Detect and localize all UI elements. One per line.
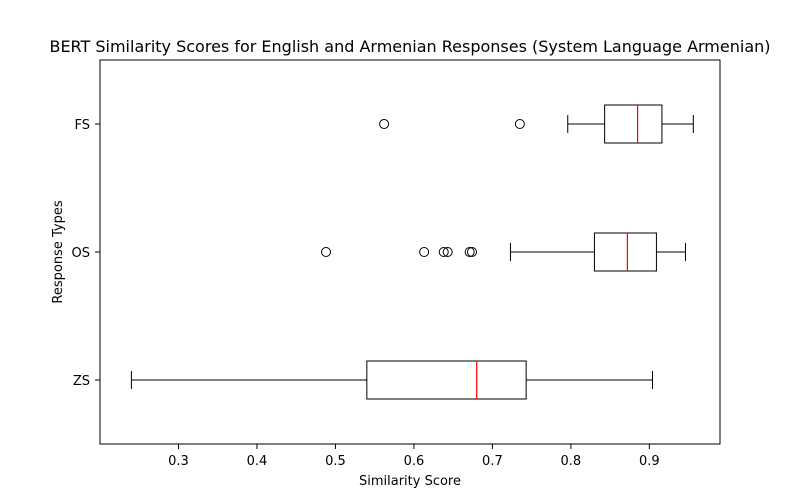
x-tick-label: 0.9 bbox=[639, 454, 660, 469]
box-os bbox=[593, 232, 657, 272]
y-tick-label: FS bbox=[74, 118, 90, 133]
y-tick-label: ZS bbox=[73, 374, 90, 389]
x-tick-label: 0.5 bbox=[325, 454, 346, 469]
outlier-os bbox=[321, 247, 332, 257]
plot-frame bbox=[99, 59, 721, 445]
box-zs bbox=[366, 360, 527, 400]
outlier-os bbox=[464, 247, 475, 257]
outlier-os bbox=[442, 247, 453, 257]
chart-title: BERT Similarity Scores for English and A… bbox=[49, 37, 770, 56]
x-tick-label: 0.7 bbox=[482, 454, 503, 469]
x-axis-label: Similarity Score bbox=[359, 474, 461, 489]
y-tick-label: OS bbox=[72, 246, 90, 261]
outlier-os bbox=[438, 247, 449, 257]
outlier-os bbox=[419, 247, 430, 257]
x-tick-label: 0.3 bbox=[168, 454, 189, 469]
x-tick-label: 0.6 bbox=[404, 454, 425, 469]
outlier-os bbox=[467, 247, 477, 257]
box-fs bbox=[604, 104, 663, 144]
outlier-fs bbox=[514, 119, 525, 129]
x-tick-label: 0.8 bbox=[561, 454, 582, 469]
y-axis-label: Response Types bbox=[51, 200, 66, 303]
x-tick-label: 0.4 bbox=[247, 454, 268, 469]
outlier-fs bbox=[379, 119, 390, 129]
plot-area: 0.3 0.4 0.5 0.6 0.7 0.8 0.9 ZS OS FS bbox=[72, 104, 694, 469]
